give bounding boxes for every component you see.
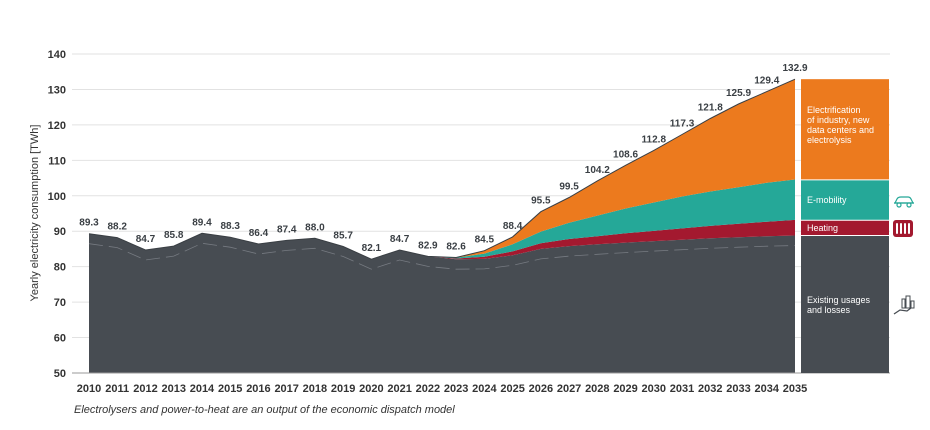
x-axis: 2010 2011 2012 2013 2014 2015 2016 2017 2018 2019… [77,383,807,395]
x-tick-label-2010: 2010 [77,383,101,395]
x-tick-label-2015: 2015 [218,383,242,395]
y-tick-label-60: 60 [54,333,66,345]
legend-segment-existing-label-line-1: Existing usages [807,295,871,305]
y-axis: 50 60 70 80 90 100 110 120 130 140 [48,49,890,380]
area-heating [89,219,795,260]
x-tick-label-2033: 2033 [726,383,750,395]
x-tick-label-2024: 2024 [472,383,497,395]
data-label-2017: 87.4 [277,224,297,235]
legend-segment-e-mobility-label-line-1: E-mobility [807,195,847,205]
legend-segment-existing [801,235,889,373]
data-label-2015: 88.3 [220,221,240,232]
x-tick-label-2022: 2022 [416,383,440,395]
radiator-icon [893,220,913,237]
area-industry-electrification [89,79,795,260]
x-tick-label-2011: 2011 [105,383,129,395]
x-tick-label-2018: 2018 [303,383,327,395]
x-tick-label-2030: 2030 [642,383,666,395]
y-tick-label-100: 100 [48,191,66,203]
legend-icons [893,196,915,315]
area-overlay [88,78,796,270]
y-tick-label-70: 70 [54,297,66,309]
legend-segment-heating-label-line-1: Heating [807,223,838,233]
data-label-2028: 104.2 [585,165,610,176]
data-label-2026: 95.5 [531,196,551,207]
x-tick-label-2019: 2019 [331,383,355,395]
data-label-2012: 84.7 [136,234,156,245]
y-tick-label-80: 80 [54,262,66,274]
data-label-2010: 89.3 [79,218,99,229]
y-axis-title: Yearly electricity consumption [TWh] [29,125,41,302]
x-tick-label-2026: 2026 [529,383,553,395]
x-tick-label-2016: 2016 [246,383,270,395]
car-icon [894,196,914,208]
x-tick-label-2029: 2029 [613,383,637,395]
x-tick-label-2014: 2014 [190,383,215,395]
x-tick-label-2013: 2013 [161,383,185,395]
x-tick-label-2025: 2025 [500,383,524,395]
data-label-2014: 89.4 [192,217,212,228]
legend-segment-industry-label-line-2: of industry, new [807,115,870,125]
data-label-2024: 84.5 [475,235,495,246]
data-label-2027: 99.5 [559,182,579,193]
x-tick-label-2012: 2012 [133,383,157,395]
x-tick-label-2027: 2027 [557,383,581,395]
data-label-2011: 88.2 [108,222,128,233]
x-tick-label-2023: 2023 [444,383,468,395]
hand-building-icon [893,295,915,315]
data-label-2018: 88.0 [305,222,325,233]
area-existing-usages [89,233,795,373]
data-label-2029: 108.6 [613,149,638,160]
data-label-2023: 82.6 [446,241,466,252]
y-tick-label-140: 140 [48,49,66,61]
y-tick-label-120: 120 [48,120,66,132]
x-tick-label-2028: 2028 [585,383,609,395]
data-label-2034: 129.4 [754,76,779,87]
x-tick-label-2034: 2034 [755,383,780,395]
total-outline [88,78,796,260]
y-tick-label-130: 130 [48,84,66,96]
stacked-areas [89,79,795,373]
y-tick-label-110: 110 [48,155,66,167]
data-label-2021: 84.7 [390,234,410,245]
footnote: Electrolysers and power-to-heat are an o… [74,404,455,416]
x-tick-label-2020: 2020 [359,383,383,395]
legend-segment-industry-label-line-1: Electrification [807,105,861,115]
x-tick-label-2017: 2017 [274,383,298,395]
data-label-2020: 82.1 [362,243,382,254]
legend-segment-industry [801,79,889,180]
data-label-2032: 121.8 [698,103,723,114]
total-data-labels: 89.3 88.2 84.7 85.8 89.4 88.3 86.4 87.4 88.0 85.7… [79,63,808,254]
y-tick-label-50: 50 [54,368,66,380]
data-label-2013: 85.8 [164,230,184,241]
legend-segment-existing-label-line-2: and losses [807,305,851,315]
legend-segment-heating [801,220,889,236]
x-tick-label-2021: 2021 [387,383,411,395]
x-tick-label-2032: 2032 [698,383,722,395]
legend-segment-industry-label-line-3: data centers and [807,125,874,135]
area-e-mobility [89,179,795,260]
data-label-2019: 85.7 [333,230,353,241]
data-label-2035: 132.9 [782,63,807,74]
y-tick-label-90: 90 [54,226,66,238]
x-tick-label-2031: 2031 [670,383,694,395]
legend-segment-industry-label-line-4: electrolysis [807,135,852,145]
x-tick-label-2035: 2035 [783,383,807,395]
data-label-2022: 82.9 [418,240,438,251]
legend-segment-e-mobility [801,179,889,221]
data-label-2016: 86.4 [249,228,269,239]
data-label-2031: 117.3 [670,118,695,129]
existing-reference-line [88,242,796,270]
data-label-2033: 125.9 [726,88,751,99]
data-label-2025: 88.4 [503,221,523,232]
data-label-2030: 112.8 [642,134,667,145]
